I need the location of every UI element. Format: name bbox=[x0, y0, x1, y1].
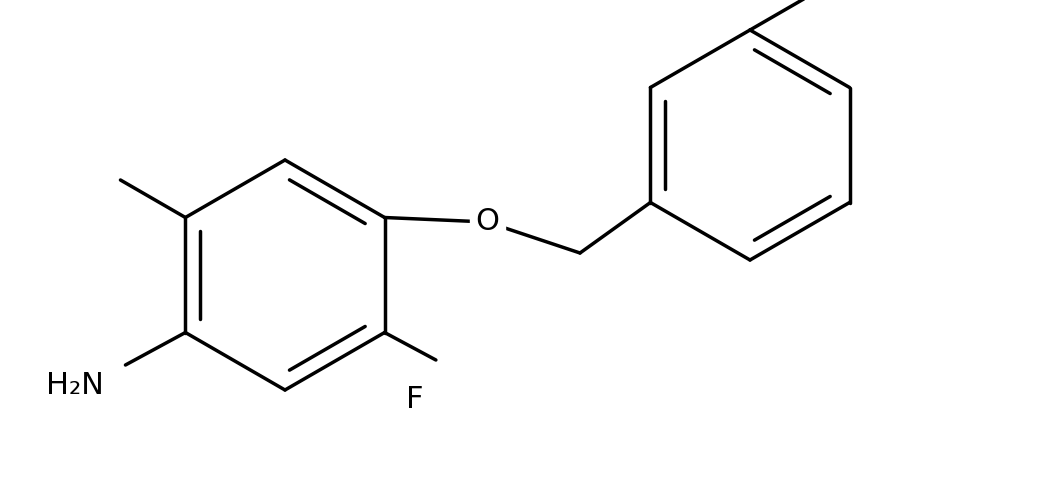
Text: F: F bbox=[406, 386, 424, 415]
Text: O: O bbox=[475, 207, 499, 237]
Text: H₂N: H₂N bbox=[46, 371, 104, 400]
